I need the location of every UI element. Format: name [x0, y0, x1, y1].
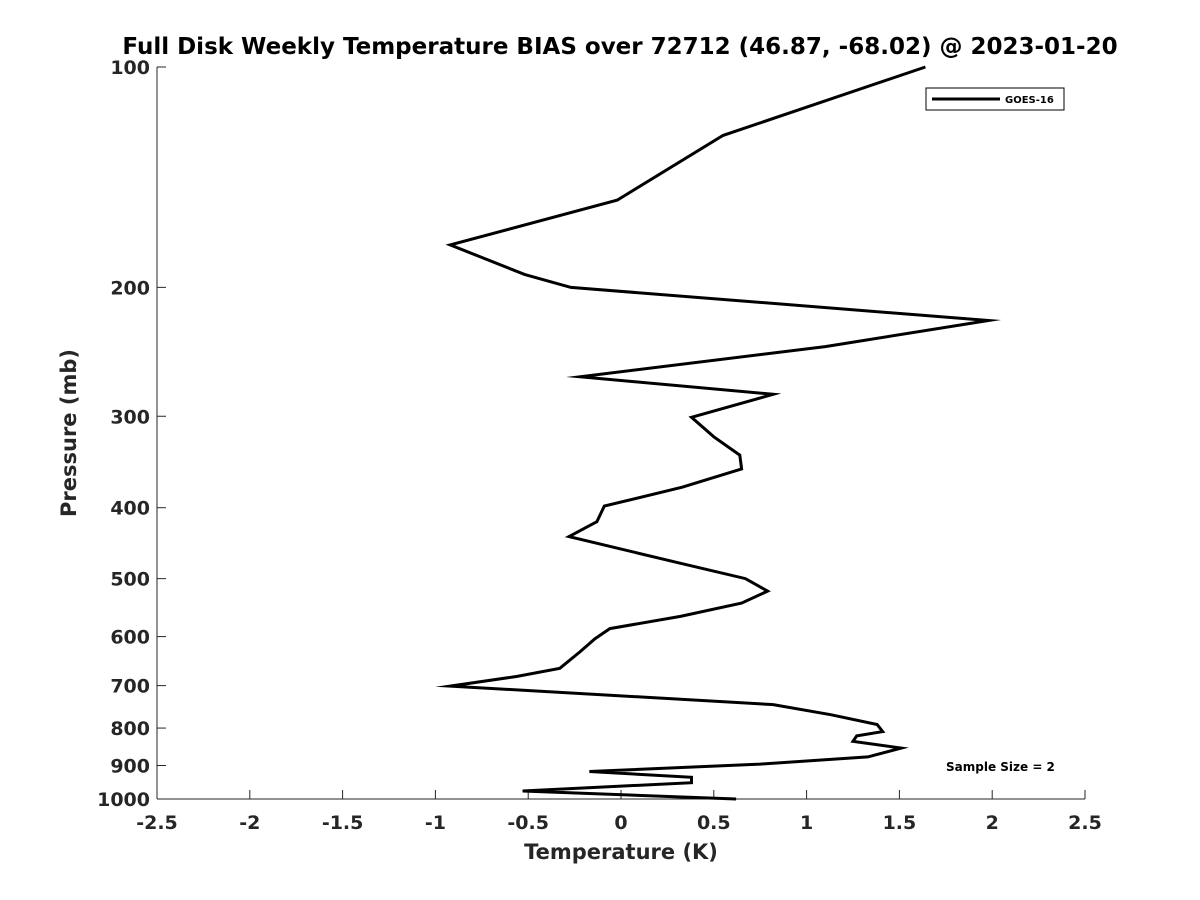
y-tick-label: 500 — [110, 569, 150, 591]
x-tick-label: -1 — [425, 812, 446, 834]
x-tick-label: 2 — [986, 812, 999, 834]
x-tick-label: -1.5 — [322, 812, 364, 834]
legend: GOES-16 — [925, 87, 1065, 111]
x-axis: -2.5 -2 -1.5 -1 -0.5 0 0.5 1 1.5 2 2.5 — [136, 790, 1102, 834]
x-tick-label: 1 — [800, 812, 813, 834]
series-layer — [435, 65, 1002, 801]
legend-label-goes-16: GOES-16 — [1005, 95, 1054, 106]
y-tick-label: 200 — [110, 277, 150, 299]
plot-area — [157, 67, 1085, 799]
x-tick-label: 0.5 — [697, 812, 731, 834]
y-axis-label: Pressure (mb) — [57, 349, 81, 517]
x-axis-label: Temperature (K) — [524, 840, 718, 864]
y-tick-label: 600 — [110, 627, 150, 649]
y-tick-label: 700 — [110, 676, 150, 698]
chart-title: Full Disk Weekly Temperature BIAS over 7… — [122, 34, 1117, 60]
y-axis: 100 200 300 400 500 600 700 800 900 1000 — [97, 57, 166, 811]
y-tick-label: 400 — [110, 498, 150, 520]
x-tick-label: 2.5 — [1068, 812, 1102, 834]
x-tick-label: -2 — [239, 812, 260, 834]
x-tick-label: 0 — [614, 812, 627, 834]
y-tick-label: 900 — [110, 756, 150, 778]
series-line-goes-16 — [435, 65, 1002, 801]
sample-size-annotation: Sample Size = 2 — [946, 760, 1055, 774]
y-tick-label: 100 — [110, 57, 150, 79]
x-tick-label: -0.5 — [507, 812, 549, 834]
y-tick-label: 300 — [110, 406, 150, 428]
x-tick-label: -2.5 — [136, 812, 178, 834]
x-tick-label: 1.5 — [883, 812, 917, 834]
y-tick-label: 800 — [110, 718, 150, 740]
y-tick-label: 1000 — [97, 789, 150, 811]
